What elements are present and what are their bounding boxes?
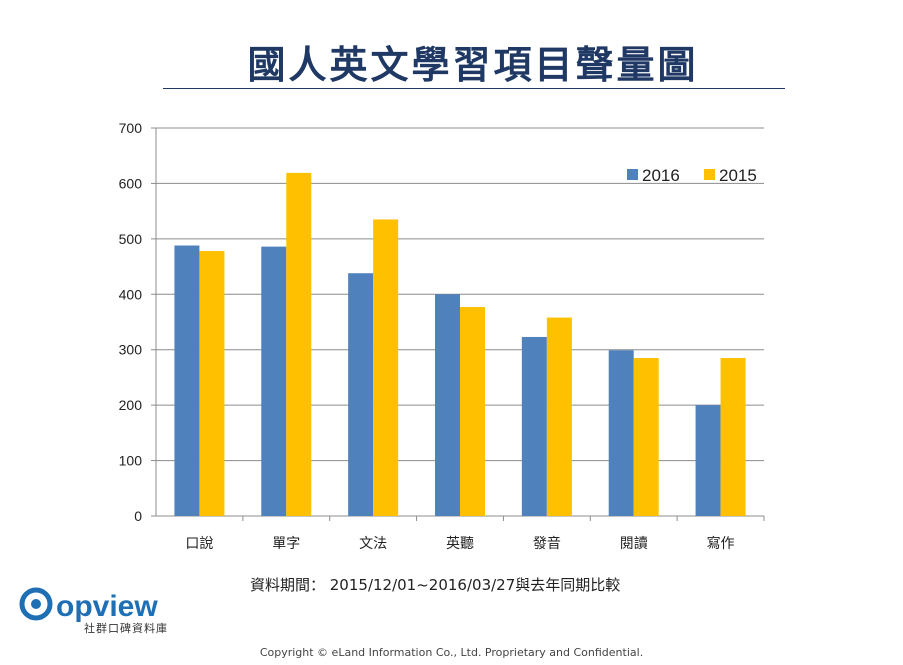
x-tick-label: 發音 — [533, 535, 561, 552]
y-tick-label: 0 — [134, 508, 142, 524]
bar-2016-3 — [348, 273, 374, 516]
data-period-note: 資料期間： 2015/12/01~2016/03/27與去年同期比較 — [250, 576, 621, 594]
bar-2015-5 — [546, 317, 572, 516]
bar-2015-1 — [199, 251, 225, 516]
x-tick-label: 文法 — [359, 536, 387, 552]
y-tick-label: 400 — [119, 286, 143, 302]
y-tick-label: 600 — [119, 175, 143, 191]
bar-2015-4 — [460, 307, 485, 516]
bar-2015-3 — [373, 219, 399, 516]
bar-2016-5 — [521, 336, 547, 516]
logo-wordmark: opview — [56, 590, 158, 623]
copyright-footer: Copyright © eLand Information Co., Ltd. … — [259, 646, 644, 659]
y-tick-label: 300 — [119, 342, 143, 358]
bar-2015-2 — [286, 172, 312, 516]
bar-2016-4 — [435, 294, 460, 516]
y-tick-label: 500 — [119, 231, 143, 247]
bar-2016-6 — [608, 350, 634, 516]
x-tick-label: 口說 — [185, 535, 213, 552]
x-tick-label: 單字 — [272, 536, 300, 552]
bar-2016-7 — [695, 405, 721, 516]
y-tick-label: 200 — [119, 397, 143, 413]
chart-title: 國人英文學習項目聲量圖 — [247, 43, 699, 87]
title-divider — [163, 88, 785, 89]
legend-swatch-2016 — [627, 169, 638, 180]
x-tick-label: 英聽 — [446, 535, 474, 552]
legend-label-2016: 2016 — [642, 166, 680, 185]
y-tick-label: 700 — [119, 120, 143, 136]
opview-logo: opview — [19, 587, 158, 623]
bar-2015-6 — [633, 358, 659, 516]
legend-swatch-2015 — [704, 169, 715, 180]
bar-chart: 0 100 200 300 400 500 600 700 口說 單字 文法 英聽 發音 閱讀 寫作 2016… — [119, 120, 765, 552]
logo-tagline: 社群口碑資料庫 — [84, 622, 168, 635]
x-tick-label: 閱讀 — [620, 536, 648, 552]
bar-2016-1 — [174, 245, 200, 516]
bar-2015-7 — [720, 358, 746, 516]
y-tick-label: 100 — [119, 453, 143, 469]
x-tick-label: 寫作 — [707, 535, 735, 552]
bar-2016-2 — [261, 246, 287, 517]
legend-label-2015: 2015 — [719, 166, 757, 185]
